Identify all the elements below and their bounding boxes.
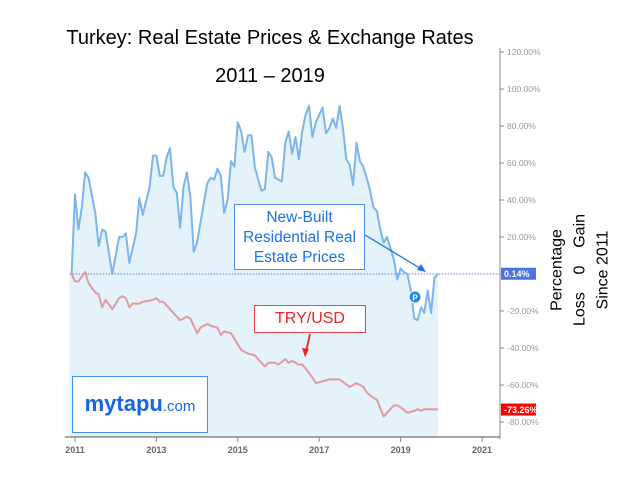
y-tick-label: 100.00% <box>507 84 541 94</box>
y-tick-label: -40.00% <box>507 343 539 353</box>
p-marker-icon <box>408 290 422 304</box>
y-tick-label: 120.00% <box>507 47 541 57</box>
chart-subtitle: 2011 – 2019 <box>215 65 325 87</box>
logo-main: mytapu <box>84 391 163 416</box>
try-usd-last-value-bg <box>501 403 536 416</box>
y-axis-title-line: Percentage <box>548 229 566 311</box>
x-tick-label: 2019 <box>391 445 411 455</box>
y-tick-label: 60.00% <box>507 158 536 168</box>
real-estate-arrow <box>364 234 424 271</box>
y-tick-label: -20.00% <box>507 306 539 316</box>
x-tick-label: 2011 <box>65 445 85 455</box>
x-tick-label: 2017 <box>309 445 329 455</box>
x-tick-label: 2021 <box>472 445 492 455</box>
annotation-real-estate: New-Built Residential Real Estate Prices <box>234 204 365 270</box>
try-usd-line <box>70 271 438 418</box>
y-axis-title: Percentage Loss 0 Gain Since 2011 <box>520 210 640 330</box>
x-tick-label: 2015 <box>228 445 248 455</box>
mytapu-logo[interactable]: mytapu.com <box>72 376 208 433</box>
real-estate-arrowhead <box>417 264 426 272</box>
y-tick-label: 20.00% <box>507 232 536 242</box>
chart-title: Turkey: Real Estate Prices & Exchange Ra… <box>66 27 474 49</box>
p-marker-label: P <box>412 294 418 303</box>
y-tick-label: -80.00% <box>507 417 539 427</box>
y-tick-label: -60.00% <box>507 380 539 390</box>
y-axis-title-line: Loss 0 Gain <box>571 213 589 327</box>
real-estate-last-value-bg <box>501 267 536 280</box>
y-tick-label: 40.00% <box>507 195 536 205</box>
real-estate-area <box>69 105 438 437</box>
y-tick-label: 80.00% <box>507 121 536 131</box>
x-tick-label: 2013 <box>146 445 166 455</box>
try-usd-arrowhead <box>302 348 309 357</box>
real-estate-last-value: 0.14% <box>504 269 530 279</box>
annotation-try-usd-text: TRY/USD <box>275 310 345 327</box>
real-estate-line <box>70 104 439 322</box>
annotation-try-usd: TRY/USD <box>254 305 366 333</box>
logo-suffix: .com <box>162 398 196 415</box>
try-usd-last-value: -73.26% <box>504 405 538 415</box>
annotation-real-estate-text: New-Built Residential Real Estate Prices <box>243 209 356 266</box>
y-axis-title-line: Since 2011 <box>594 230 612 310</box>
